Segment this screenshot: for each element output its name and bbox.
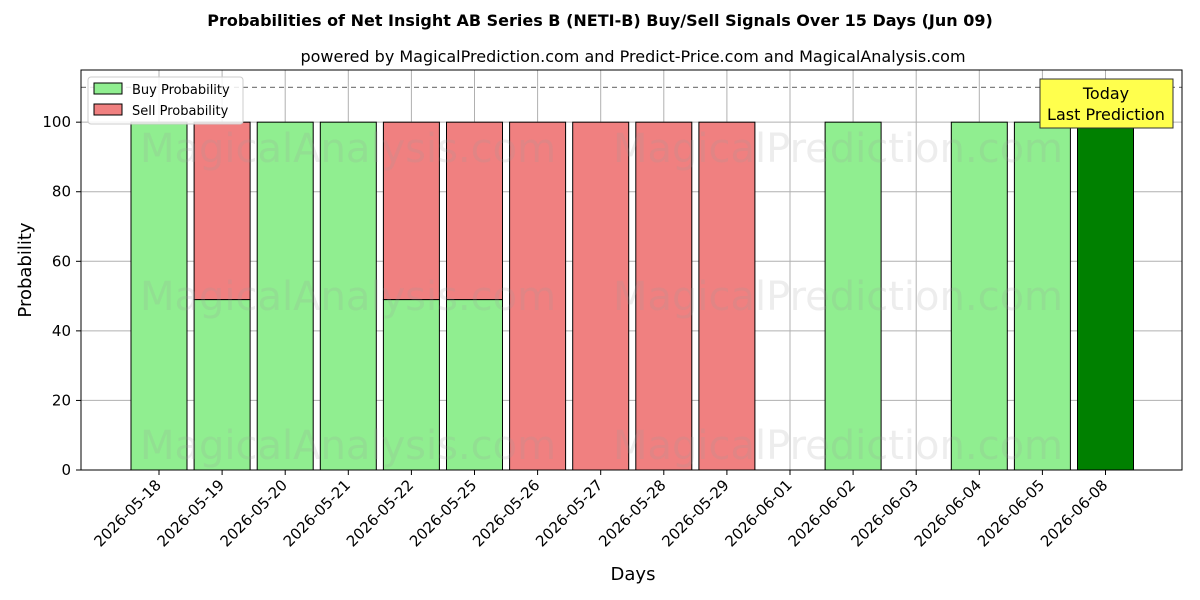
legend-label-buy: Buy Probability — [132, 83, 230, 98]
watermark-text: MagicalAnalysis.com — [140, 423, 556, 469]
chart-title: Probabilities of Net Insight AB Series B… — [207, 11, 993, 30]
watermark-text: MagicalAnalysis.com — [140, 274, 556, 320]
y-tick-label: 80 — [52, 183, 71, 201]
legend-box — [87, 76, 244, 125]
x-tick-label: 2026-05-29 — [658, 476, 732, 550]
today-annotation-line-2: Last Prediction — [1047, 105, 1165, 124]
sell-bar — [572, 121, 630, 471]
y-tick-label: 100 — [42, 113, 71, 131]
watermarks: MagicalAnalysis.com MagicalPrediction.com… — [140, 126, 1063, 469]
bars — [130, 121, 1134, 471]
watermark-text: MagicalPrediction.com — [613, 126, 1063, 172]
watermark-text: MagicalAnalysis.com — [140, 126, 556, 172]
y-tick-label: 40 — [52, 322, 71, 340]
sell-bar — [446, 121, 503, 301]
x-tick-label: 2026-05-25 — [406, 476, 480, 550]
x-tick-label: 2026-06-01 — [721, 476, 795, 550]
x-tick-label: 2026-06-05 — [974, 476, 1048, 550]
y-tick-label: 60 — [52, 252, 71, 270]
watermark-text: MagicalPrediction.com — [613, 423, 1063, 469]
sell-bar — [635, 121, 693, 471]
y-tick-label: 20 — [52, 391, 71, 409]
plot-frame — [80, 69, 1183, 471]
x-tick-label: 2026-05-22 — [343, 476, 417, 550]
x-tick-label: 2026-06-02 — [785, 476, 859, 550]
buy-bar — [1013, 121, 1071, 471]
watermark-text: MagicalPrediction.com — [613, 274, 1063, 320]
buy-bar — [1077, 121, 1134, 471]
legend-label-sell: Sell Probability — [132, 104, 229, 119]
today-annotation-box — [1039, 78, 1174, 129]
chart-subtitle: powered by MagicalPrediction.com and Pre… — [300, 47, 965, 66]
buy-bar — [319, 121, 377, 471]
x-tick-label: 2026-05-27 — [532, 476, 606, 550]
x-tick-label: 2026-05-26 — [469, 476, 543, 550]
legend: Buy Probability Sell Probability — [87, 76, 244, 125]
x-tick-label: 2026-06-03 — [848, 476, 922, 550]
x-tick-label: 2026-06-04 — [911, 476, 985, 550]
buy-bar — [256, 121, 314, 471]
legend-swatch-sell — [93, 103, 123, 116]
x-axis: 2026-05-182026-05-192026-05-202026-05-21… — [90, 470, 1111, 550]
sell-bar — [193, 121, 251, 301]
sell-bar — [382, 121, 440, 301]
buy-bar — [824, 121, 882, 471]
sell-bar — [698, 121, 756, 471]
y-axis: 0 20 40 60 80 100 — [42, 113, 81, 479]
x-tick-label: 2026-05-18 — [90, 476, 164, 550]
today-annotation: Today Last Prediction — [1039, 78, 1174, 129]
y-axis-label: Probability — [15, 222, 36, 317]
x-tick-label: 2026-05-28 — [595, 476, 669, 550]
x-tick-label: 2026-06-08 — [1037, 476, 1111, 550]
sell-bar — [509, 121, 567, 471]
buy-bar — [950, 121, 1008, 471]
y-tick-label: 0 — [61, 461, 71, 479]
x-tick-label: 2026-05-21 — [280, 476, 354, 550]
x-axis-label: Days — [611, 564, 656, 585]
buy-bar — [382, 299, 440, 471]
legend-swatch-buy — [93, 82, 123, 95]
today-annotation-line-1: Today — [1082, 84, 1129, 103]
x-tick-label: 2026-05-20 — [217, 476, 291, 550]
x-tick-label: 2026-05-19 — [154, 476, 228, 550]
